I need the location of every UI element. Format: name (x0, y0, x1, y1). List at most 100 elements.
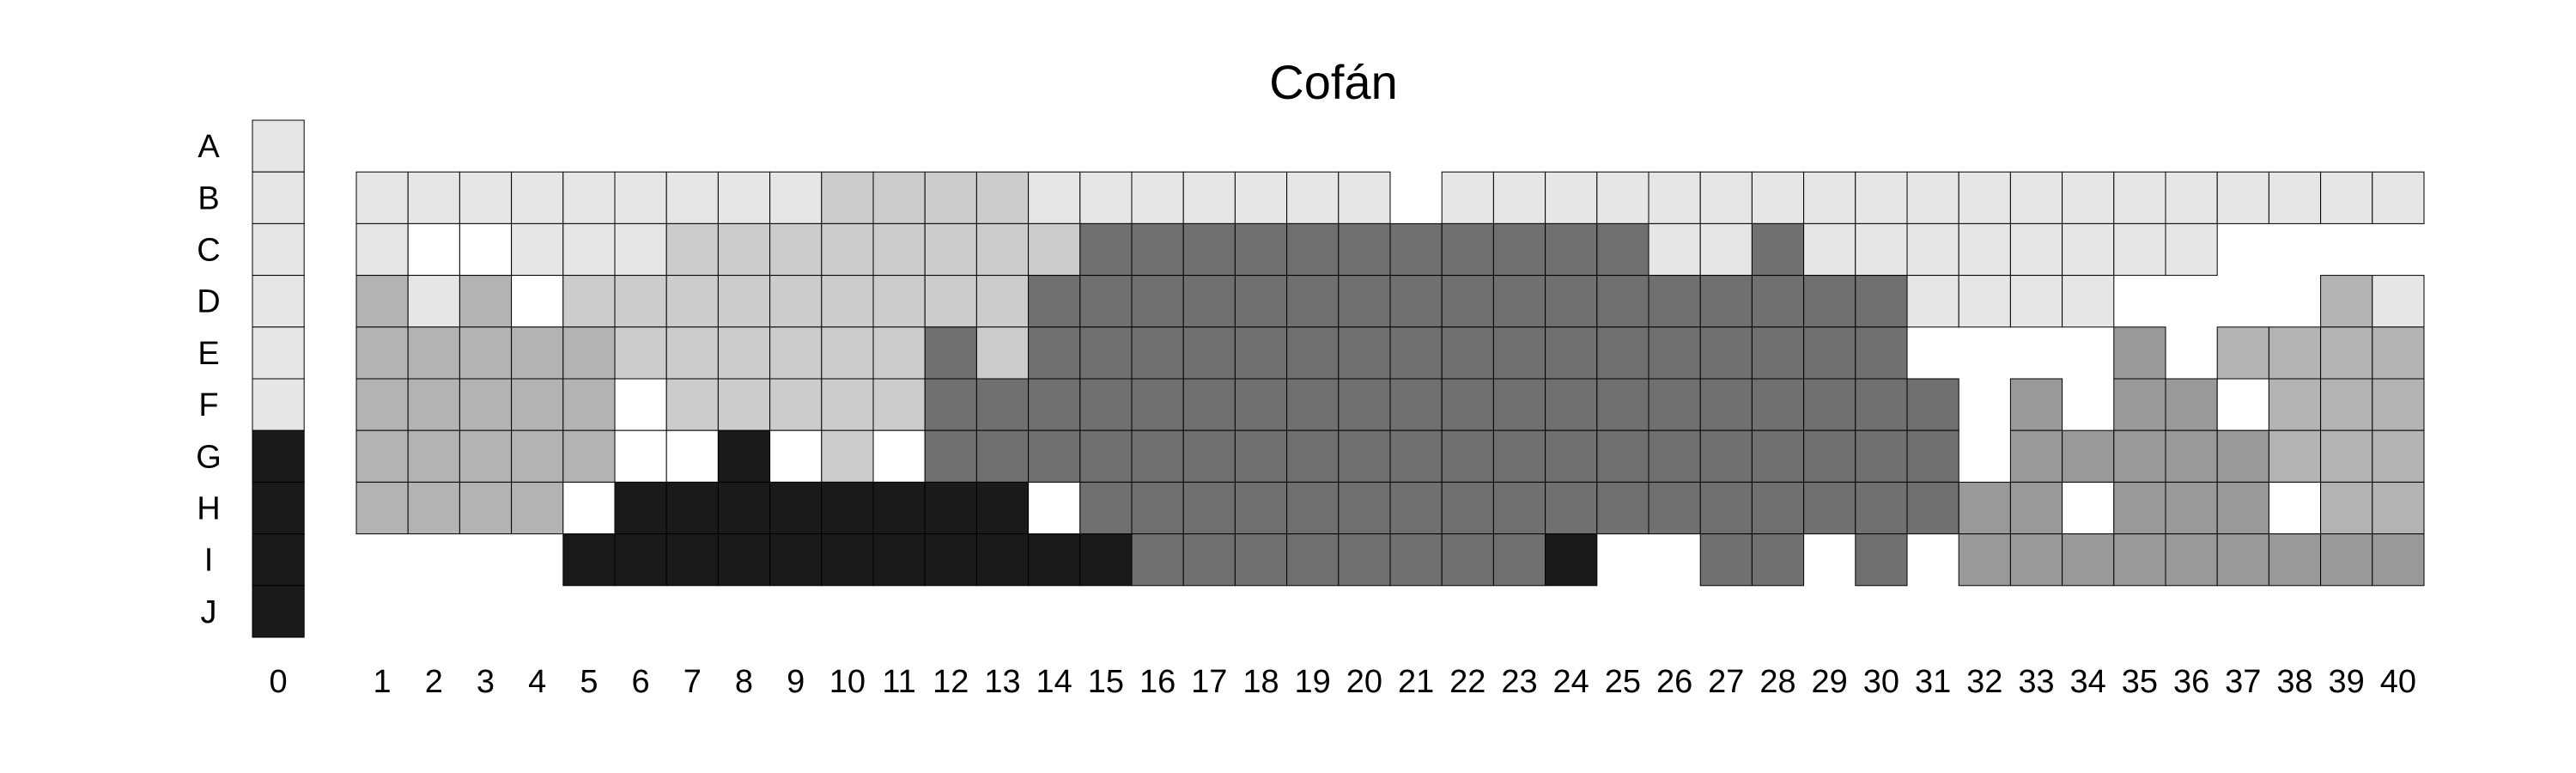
cell-C-21 (1389, 222, 1443, 277)
cell-H-8 (717, 481, 771, 535)
column-label-40: 40 (2380, 664, 2416, 700)
cell-E-5 (562, 326, 616, 380)
cell-H-26 (1648, 481, 1701, 535)
cell-C-20 (1338, 222, 1391, 277)
cell-B-37 (2216, 171, 2269, 224)
column-label-4: 4 (528, 664, 546, 700)
cell-G-37 (2216, 429, 2269, 483)
cell-C-16 (1131, 222, 1184, 277)
cell-H-30 (1855, 481, 1908, 535)
cell-I-5 (562, 533, 616, 587)
cell-G-25 (1596, 429, 1649, 483)
cell-E-40 (2372, 326, 2425, 380)
row-label-F: F (198, 387, 218, 423)
cell-D-29 (1803, 275, 1856, 328)
cell-B-29 (1803, 171, 1856, 224)
column-label-3: 3 (477, 664, 495, 700)
cell-D-2 (407, 275, 460, 328)
cell-G-12 (924, 429, 977, 483)
cell-B-4 (511, 171, 564, 224)
row-label-G: G (196, 439, 222, 475)
column-label-5: 5 (580, 664, 598, 700)
cell-D-6 (614, 275, 667, 328)
cell-H-16 (1131, 481, 1184, 535)
cell-D-31 (1906, 275, 1959, 328)
cell-E-18 (1234, 326, 1288, 380)
cell-D-15 (1079, 275, 1133, 328)
column-label-32: 32 (1966, 664, 2002, 700)
cell-D-39 (2320, 275, 2373, 328)
cell-B-34 (2062, 171, 2115, 224)
cell-G-4 (511, 429, 564, 483)
cell-H-28 (1751, 481, 1805, 535)
cell-E-14 (1028, 326, 1081, 380)
cell-I-10 (821, 533, 874, 587)
cell-H-12 (924, 481, 977, 535)
cell-F-17 (1182, 378, 1236, 431)
cell-H-34 (2062, 481, 2115, 535)
cell-H-23 (1492, 481, 1546, 535)
cell-C-7 (665, 222, 719, 277)
column-label-14: 14 (1036, 664, 1072, 700)
cell-F-39 (2320, 378, 2373, 431)
cell-D-40 (2372, 275, 2425, 328)
cell-B-33 (2009, 171, 2063, 224)
column-label-25: 25 (1605, 664, 1641, 700)
cell-B-0 (252, 171, 305, 224)
cell-D-19 (1286, 275, 1340, 328)
column-label-7: 7 (683, 664, 702, 700)
cell-F-37 (2216, 378, 2269, 431)
cell-I-13 (975, 533, 1030, 587)
cell-F-14 (1028, 378, 1081, 431)
cell-F-19 (1286, 378, 1340, 431)
cell-I-12 (924, 533, 977, 587)
cell-F-2 (407, 378, 460, 431)
chart-title: Cofán (1269, 55, 1397, 109)
column-label-24: 24 (1553, 664, 1589, 700)
cell-G-0 (252, 429, 305, 483)
column-label-20: 20 (1346, 664, 1382, 700)
cell-E-21 (1389, 326, 1443, 380)
cell-B-15 (1079, 171, 1133, 224)
cell-F-31 (1906, 378, 1959, 431)
cell-D-10 (821, 275, 874, 328)
cell-I-39 (2320, 533, 2373, 587)
cell-I-20 (1338, 533, 1391, 587)
cell-E-2 (407, 326, 460, 380)
cell-I-35 (2113, 533, 2166, 587)
cell-H-35 (2113, 481, 2166, 535)
cell-I-32 (1958, 533, 2011, 587)
cell-B-32 (1958, 171, 2011, 224)
cell-E-3 (459, 326, 513, 380)
cell-F-23 (1492, 378, 1546, 431)
cell-D-0 (252, 275, 305, 328)
cell-C-33 (2009, 222, 2063, 277)
column-label-0: 0 (270, 664, 288, 700)
cell-I-19 (1286, 533, 1340, 587)
cell-G-40 (2372, 429, 2425, 483)
cell-B-27 (1699, 171, 1753, 224)
cell-C-3 (459, 222, 513, 277)
row-label-H: H (197, 491, 220, 527)
cell-B-8 (717, 171, 771, 224)
cell-G-3 (459, 429, 513, 483)
cell-I-14 (1028, 533, 1081, 587)
cell-F-28 (1751, 378, 1805, 431)
cell-H-5 (562, 481, 616, 535)
cell-D-20 (1338, 275, 1391, 328)
column-label-39: 39 (2329, 664, 2365, 700)
cell-B-17 (1182, 171, 1236, 224)
cell-G-26 (1648, 429, 1701, 483)
cell-C-9 (769, 222, 823, 277)
column-label-8: 8 (735, 664, 753, 700)
column-label-22: 22 (1449, 664, 1485, 700)
cell-G-17 (1182, 429, 1236, 483)
cell-F-24 (1545, 378, 1598, 431)
cell-B-20 (1338, 171, 1391, 224)
cell-C-14 (1028, 222, 1081, 277)
column-label-33: 33 (2018, 664, 2054, 700)
cell-C-29 (1803, 222, 1856, 277)
cell-F-27 (1699, 378, 1753, 431)
cell-I-40 (2372, 533, 2425, 587)
